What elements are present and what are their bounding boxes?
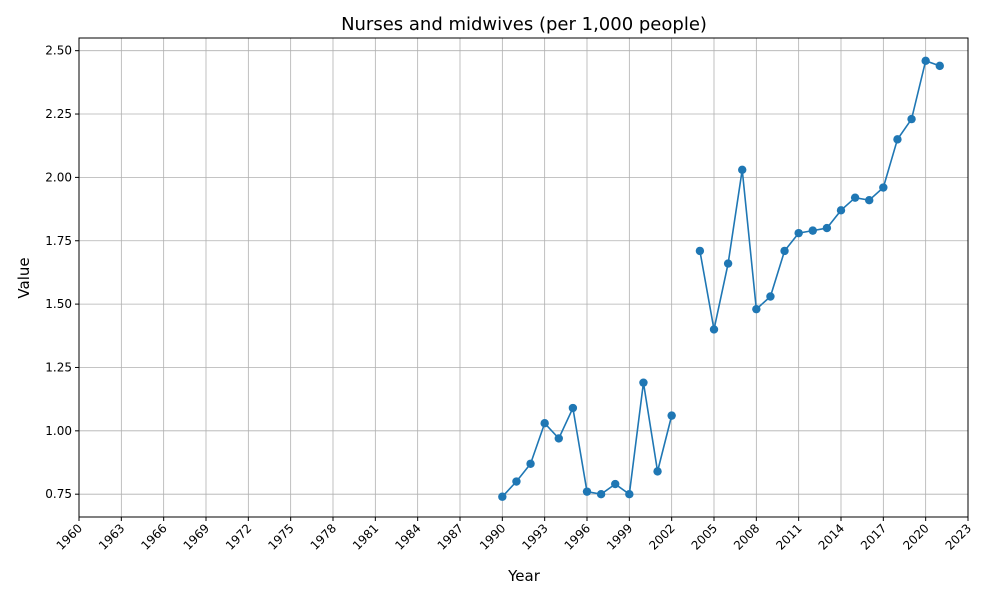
x-tick-label: 2014 [816,521,847,552]
y-tick-label: 1.50 [45,297,72,311]
x-tick-label: 2005 [689,521,720,552]
y-tick-label: 2.25 [45,107,72,121]
y-axis-label: Value [15,257,33,298]
data-point [498,492,507,501]
y-tick-label: 1.25 [45,360,72,374]
x-tick-label: 1981 [350,521,381,552]
x-tick-label: 2020 [900,521,931,552]
data-point [850,193,860,202]
data-point [822,223,832,233]
x-axis-label: Year [507,567,541,585]
series-line [699,59,941,330]
data-point [752,304,761,314]
x-tick-label: 2011 [773,521,804,552]
x-tick-label: 1999 [604,521,635,552]
data-point [879,183,888,192]
y-tick-label: 1.75 [45,234,72,248]
x-tick-label: 1972 [223,521,254,552]
data-point [596,489,606,499]
data-point [935,61,944,71]
grid [78,38,969,517]
x-tick-label: 2008 [731,521,762,552]
chart-title: Nurses and midwives (per 1,000 people) [341,14,707,35]
data-point [667,411,676,420]
x-tick-label: 1975 [265,521,296,552]
data-point [836,206,846,215]
y-tick-label: 1.00 [45,424,72,438]
data-point [512,477,521,486]
data-point [893,135,902,144]
x-axis-ticks: 1960 1963 1966 1969 1972 1975 1978 1981 1984 1987… [54,517,974,553]
data-point [582,487,592,496]
data-point [921,56,930,66]
data-point [723,259,733,268]
x-tick-label: 1984 [392,521,423,552]
x-tick-label: 2017 [858,521,889,552]
x-tick-label: 1978 [308,521,339,552]
data-point [554,434,563,443]
data-point [611,479,620,489]
x-tick-label: 1993 [519,521,550,552]
x-tick-label: 1987 [435,521,466,552]
data-series [498,56,944,501]
y-tick-label: 2.50 [45,44,72,58]
data-point [738,165,747,174]
data-point [907,114,916,124]
data-point [766,292,775,301]
data-point [625,489,634,499]
x-tick-label: 1960 [54,521,85,552]
y-tick-label: 2.00 [45,170,72,184]
data-point [794,228,803,238]
data-point [695,246,705,256]
data-point [568,403,578,413]
data-point [808,226,817,235]
data-point [526,459,535,468]
x-tick-label: 1963 [96,521,127,552]
x-tick-label: 2002 [646,521,677,552]
x-tick-label: 1969 [181,521,212,552]
y-axis-ticks: 0.75 1.00 1.25 1.50 1.75 2.00 2.25 2.50 [45,44,79,501]
y-tick-label: 0.75 [45,487,72,501]
data-point [865,196,874,205]
x-tick-label: 1990 [477,521,508,552]
data-point [709,325,719,334]
x-tick-label: 1966 [138,521,169,552]
x-tick-label: 2023 [943,521,974,552]
plot-frame [78,37,969,518]
data-point [780,246,789,256]
x-tick-label: 1996 [562,521,593,552]
data-point [540,419,549,428]
data-point [639,378,648,387]
data-point [653,467,662,476]
